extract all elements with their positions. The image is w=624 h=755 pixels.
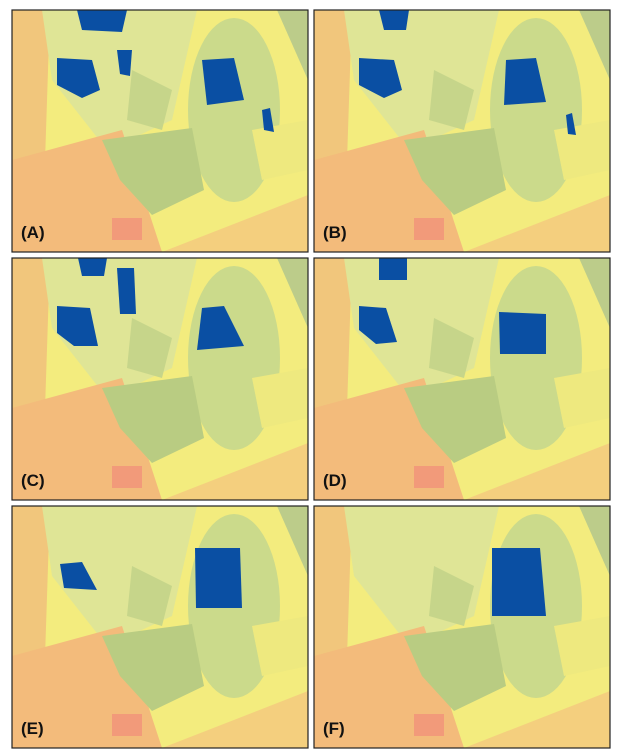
blue-patch [57, 306, 98, 346]
panel-label: (F) [323, 719, 345, 738]
landscape [12, 258, 308, 500]
panel-label: (A) [21, 223, 45, 242]
panel-border [313, 257, 611, 501]
blue-patch [566, 113, 576, 135]
panel-label: (E) [21, 719, 44, 738]
landscape [314, 10, 610, 252]
panel-border [11, 9, 309, 253]
map-panel: (B) [313, 9, 611, 253]
blue-patch [492, 548, 546, 616]
map-area [12, 506, 308, 748]
map-panel: (A) [11, 9, 309, 253]
blue-patch [195, 548, 242, 608]
landscape [12, 506, 308, 748]
panel-border [11, 505, 309, 749]
blue-patch [262, 108, 274, 132]
blue-patch [117, 268, 136, 314]
blue-patch [77, 10, 127, 32]
panel-border [313, 505, 611, 749]
panel-border [313, 9, 611, 253]
panel-label: (B) [323, 223, 347, 242]
panel-label: (D) [323, 471, 347, 490]
landscape [12, 10, 308, 252]
map-area [314, 10, 610, 252]
map-panel: (C) [11, 257, 309, 501]
map-area [12, 258, 308, 500]
blue-patch [60, 562, 97, 590]
blue-patch [117, 50, 132, 76]
blue-patch [197, 306, 244, 350]
landscape [314, 258, 610, 500]
blue-patch [359, 58, 402, 98]
panel-border [11, 257, 309, 501]
blue-patch [379, 258, 407, 280]
blue-patch [504, 58, 546, 105]
blue-patch [379, 10, 409, 30]
map-panel: (D) [313, 257, 611, 501]
map-area [314, 506, 610, 748]
blue-patch [78, 258, 107, 276]
map-area [314, 258, 610, 500]
panel-label: (C) [21, 471, 45, 490]
blue-patch [57, 58, 100, 98]
map-area [12, 10, 308, 252]
blue-patch [359, 306, 397, 344]
blue-patch [499, 312, 546, 354]
blue-patch [202, 58, 244, 105]
landscape [314, 506, 610, 748]
map-panel: (F) [313, 505, 611, 749]
map-panel: (E) [11, 505, 309, 749]
